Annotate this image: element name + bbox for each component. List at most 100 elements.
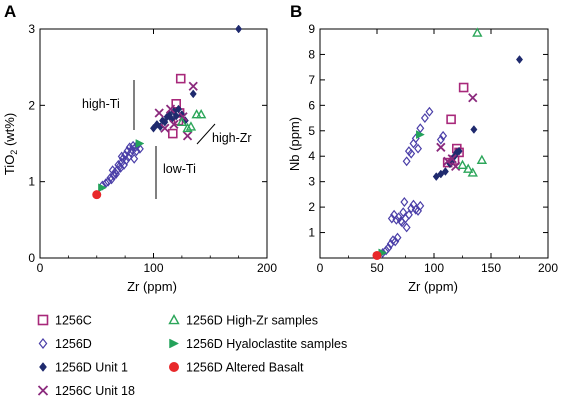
data-point xyxy=(447,154,457,164)
data-point xyxy=(399,207,408,218)
legend-marker xyxy=(169,362,179,372)
data-point xyxy=(451,161,461,172)
data-point xyxy=(467,167,478,177)
y-tick-label: 3 xyxy=(28,22,35,36)
data-point xyxy=(409,138,418,149)
data-point xyxy=(436,134,445,145)
data-point xyxy=(394,212,403,223)
legend-label: 1256D Hyaloclastite samples xyxy=(186,337,347,351)
data-point xyxy=(117,151,126,162)
legend-item: 1256C xyxy=(37,314,92,328)
data-point xyxy=(387,213,396,224)
data-point xyxy=(416,200,425,211)
panel-a-x-axis-title: Zr (ppm) xyxy=(127,279,177,294)
data-point xyxy=(382,245,391,256)
data-point xyxy=(457,159,468,170)
data-point xyxy=(402,222,411,233)
legend-item: 1256D Altered Basalt xyxy=(169,361,304,375)
panel-a-y-axis-title-main: TiO xyxy=(2,155,17,175)
data-point xyxy=(185,121,197,131)
data-point xyxy=(167,128,178,139)
data-point xyxy=(108,165,117,176)
data-point xyxy=(92,190,102,200)
data-point xyxy=(391,236,400,247)
data-point xyxy=(109,170,118,181)
series-1256d-hyaloclastite-samples xyxy=(378,130,425,258)
data-point xyxy=(436,142,446,152)
data-point xyxy=(175,73,186,84)
legend-label: 1256C xyxy=(55,314,92,328)
legend-item: 1256C Unit 18 xyxy=(37,384,135,398)
plot-frame xyxy=(319,28,549,259)
data-point xyxy=(393,232,402,243)
data-point xyxy=(114,159,123,170)
y-tick-label: 2 xyxy=(28,98,35,112)
panel-a-y-axis-title-subscript: 2 xyxy=(9,150,19,155)
legend-label: 1256C Unit 18 xyxy=(55,384,135,398)
data-point xyxy=(472,27,483,37)
legend-marker xyxy=(168,314,180,325)
data-point xyxy=(407,148,416,159)
y-tick-label: 7 xyxy=(308,73,315,87)
data-point xyxy=(165,104,176,114)
legend-item: 1256D High-Zr samples xyxy=(168,314,318,328)
data-point xyxy=(107,174,116,185)
y-tick-label: 6 xyxy=(308,98,315,112)
y-tick-label: 2 xyxy=(308,200,315,214)
legend-label: 1256D Unit 1 xyxy=(55,361,128,375)
data-point xyxy=(407,203,416,214)
x-tick-label: 100 xyxy=(143,261,163,275)
data-point xyxy=(446,114,456,125)
annotation-high-zr: high-Zr xyxy=(212,131,252,145)
legend-item: 1256D xyxy=(38,337,92,351)
series-1256d-altered-basalt xyxy=(372,250,382,260)
data-point xyxy=(398,217,407,228)
legend-marker xyxy=(37,314,49,326)
panel-b-y-axis-title: Nb (ppm) xyxy=(287,117,302,171)
series-1256d-high-zr-samples xyxy=(176,109,207,133)
y-tick-label: 8 xyxy=(308,47,315,61)
series-1256d-unit-1 xyxy=(149,24,243,133)
y-tick-label: 1 xyxy=(28,175,35,189)
data-point xyxy=(441,167,449,176)
data-point xyxy=(132,146,141,157)
x-tick-label: 100 xyxy=(424,261,444,275)
data-point xyxy=(235,24,243,34)
legend-item: 1256D Unit 1 xyxy=(39,361,128,375)
x-tick-label: 50 xyxy=(370,261,384,275)
data-point xyxy=(416,130,425,139)
panel-b-x-axis-title: Zr (ppm) xyxy=(408,279,458,294)
data-point xyxy=(515,55,524,64)
data-point xyxy=(416,123,425,134)
annotation-low-ti: low-Ti xyxy=(163,162,196,176)
x-tick-label: 0 xyxy=(37,261,44,275)
data-point xyxy=(189,89,197,99)
data-point xyxy=(172,111,180,121)
data-point xyxy=(439,130,448,141)
legend: 1256C 1256D 1256D Unit 1 1256C Unit 18 1256D… xyxy=(37,314,347,398)
panel-a-label: A xyxy=(4,2,16,21)
data-point xyxy=(130,153,139,164)
data-point xyxy=(470,125,478,134)
data-point xyxy=(392,214,401,225)
legend-marker xyxy=(169,338,180,349)
legend-marker xyxy=(39,362,47,372)
y-tick-label: 9 xyxy=(308,22,315,36)
panel-a-y-axis-title: TiO2 (wt%) xyxy=(2,113,19,175)
data-point xyxy=(104,176,113,187)
series-1256d-altered-basalt xyxy=(92,190,102,200)
data-point xyxy=(122,155,131,166)
data-point xyxy=(101,178,110,189)
series-1256d xyxy=(378,106,448,258)
data-point xyxy=(182,122,193,133)
annotation-high-ti: high-Ti xyxy=(82,97,120,111)
x-tick-label: 200 xyxy=(538,261,558,275)
panel-a-y-axis-title-unit: (wt%) xyxy=(2,113,17,150)
x-tick-label: 150 xyxy=(481,261,501,275)
data-point xyxy=(404,209,413,220)
high-zr-divider-line xyxy=(196,123,216,145)
data-point xyxy=(169,119,179,130)
data-point xyxy=(476,154,488,164)
panel-b-plot: 0 50 100 150 200 1 2 3 4 5 6 7 8 9 xyxy=(308,22,558,275)
legend-item: 1256D Hyaloclastite samples xyxy=(169,337,347,351)
